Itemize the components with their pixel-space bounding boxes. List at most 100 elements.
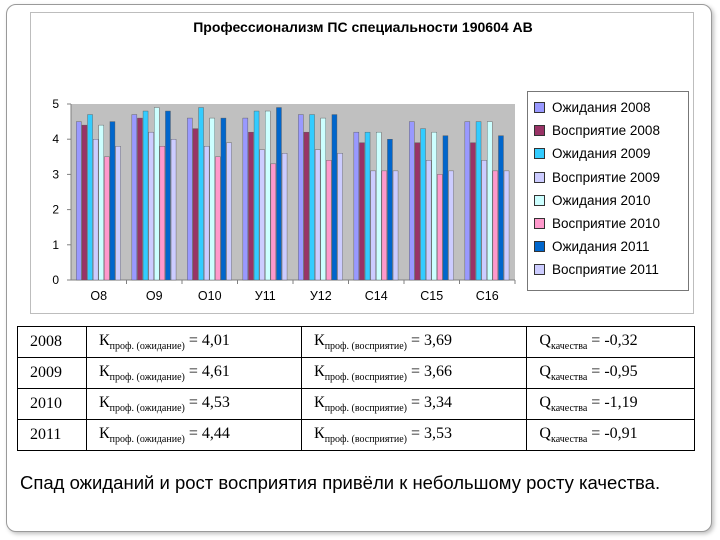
legend-swatch <box>534 194 545 206</box>
bar <box>248 131 254 281</box>
bar <box>370 170 376 281</box>
bar <box>487 121 493 281</box>
q-quality-subscript: качества <box>550 341 588 352</box>
x-tick-label: С15 <box>420 289 443 303</box>
q-symbol: Q <box>539 363 551 380</box>
k-expectation-value: = 4,53 <box>184 394 230 411</box>
k-symbol: К <box>99 425 110 442</box>
bar <box>298 114 304 281</box>
k-perception-value: = 3,53 <box>407 425 453 442</box>
table-row: 2009 Кпроф. (ожидание) = 4,61 Кпроф. (восп… <box>17 357 695 389</box>
legend-label: Ожидания 2009 <box>552 146 651 162</box>
bar <box>131 114 138 281</box>
bar <box>409 121 415 281</box>
year-cell: 2010 <box>17 388 87 420</box>
legend-swatch <box>534 264 545 276</box>
legend-entry: Ожидания 2010 <box>534 189 682 212</box>
bar <box>170 138 177 281</box>
k-symbol: К <box>314 332 325 349</box>
k-perception-cell: Кпроф. (восприятие) = 3,53 <box>301 419 528 451</box>
x-tick-label: О10 <box>198 289 222 303</box>
chart-title: Профессионализм ПС специальности 190604 … <box>193 19 533 35</box>
bar <box>337 153 343 281</box>
legend-label: Восприятие 2008 <box>552 123 660 139</box>
legend-swatch <box>534 171 545 183</box>
k-expectation-cell: Кпроф. (ожидание) = 4,53 <box>85 388 303 420</box>
bar <box>448 170 454 281</box>
k-expectation-value: = 4,44 <box>184 425 230 442</box>
x-tick-label: С16 <box>476 289 499 303</box>
bar <box>259 149 265 281</box>
q-quality-cell: Qкачества = -0,32 <box>526 326 695 358</box>
bar <box>281 153 288 281</box>
q-quality-value: = -0,91 <box>587 425 638 442</box>
bar <box>309 114 315 281</box>
bar <box>475 121 482 281</box>
k-expectation-cell: Кпроф. (ожидание) = 4,44 <box>85 419 303 451</box>
legend-label: Восприятие 2011 <box>552 262 659 278</box>
bar <box>220 117 227 281</box>
x-tick-label: У12 <box>310 289 332 303</box>
legend-swatch <box>534 125 545 137</box>
k-perception-subscript: проф. (восприятие) <box>324 403 407 414</box>
legend-entry: Ожидания 2009 <box>534 142 682 165</box>
year-cell: 2009 <box>17 357 87 389</box>
q-quality-value: = -0,95 <box>587 363 638 380</box>
year-cell: 2008 <box>17 326 87 358</box>
bar <box>137 117 143 281</box>
k-symbol: К <box>99 363 110 380</box>
k-perception-subscript: проф. (восприятие) <box>324 434 407 445</box>
y-tick-label: 0 <box>52 273 59 287</box>
bar <box>270 163 277 281</box>
chart-legend: Ожидания 2008 Восприятие 2008 Ожидания 200… <box>527 91 689 291</box>
x-tick-label: С14 <box>365 289 388 303</box>
bar <box>159 146 166 281</box>
legend-swatch <box>534 241 545 253</box>
conclusion-text: Спад ожиданий и рост восприятия привёли … <box>20 472 661 493</box>
bar <box>353 131 360 281</box>
year-cell: 2011 <box>17 419 87 451</box>
bar <box>215 156 221 281</box>
q-quality-subscript: качества <box>550 372 588 383</box>
bar <box>303 131 310 281</box>
q-symbol: Q <box>539 425 551 442</box>
legend-entry: Восприятие 2009 <box>534 166 682 189</box>
bar <box>115 146 121 281</box>
bar <box>431 131 437 281</box>
legend-entry: Восприятие 2010 <box>534 212 682 235</box>
bar <box>165 110 171 281</box>
q-quality-cell: Qкачества = -1,19 <box>526 388 695 420</box>
bar <box>320 117 326 281</box>
legend-swatch <box>534 102 545 114</box>
bar <box>209 117 215 281</box>
k-expectation-subscript: проф. (ожидание) <box>109 403 185 414</box>
bar <box>392 170 399 281</box>
y-tick-label: 3 <box>52 167 59 181</box>
y-tick-label: 2 <box>52 203 59 217</box>
k-expectation-subscript: проф. (ожидание) <box>109 434 185 445</box>
bar <box>326 160 332 281</box>
bar-chart: 0 1 2 3 4 5 О8 О9 О10 У11 У12 С14 С15 С16 <box>52 97 516 303</box>
k-perception-subscript: проф. (восприятие) <box>324 372 407 383</box>
x-tick-label: О8 <box>90 289 107 303</box>
legend-entry: Восприятие 2008 <box>534 119 682 142</box>
k-perception-cell: Кпроф. (восприятие) = 3,69 <box>301 326 528 358</box>
bar <box>142 110 149 281</box>
legend-label: Ожидания 2011 <box>552 239 650 255</box>
legend-entry: Восприятие 2011 <box>534 258 682 281</box>
bar <box>425 160 432 281</box>
k-symbol: К <box>99 394 110 411</box>
q-quality-value: = -0,32 <box>587 332 638 349</box>
x-tick-label: У11 <box>255 289 276 303</box>
stats-table: 2008 Кпроф. (ожидание) = 4,01 Кпроф. (восп… <box>17 326 695 451</box>
k-symbol: К <box>314 394 325 411</box>
q-quality-cell: Qкачества = -0,91 <box>526 419 695 451</box>
bar <box>109 121 116 281</box>
k-symbol: К <box>314 425 325 442</box>
bar <box>381 170 388 281</box>
bar <box>359 142 365 281</box>
bar <box>464 121 471 281</box>
bar <box>242 117 249 281</box>
y-tick-label: 5 <box>52 97 59 111</box>
bar <box>420 128 426 281</box>
